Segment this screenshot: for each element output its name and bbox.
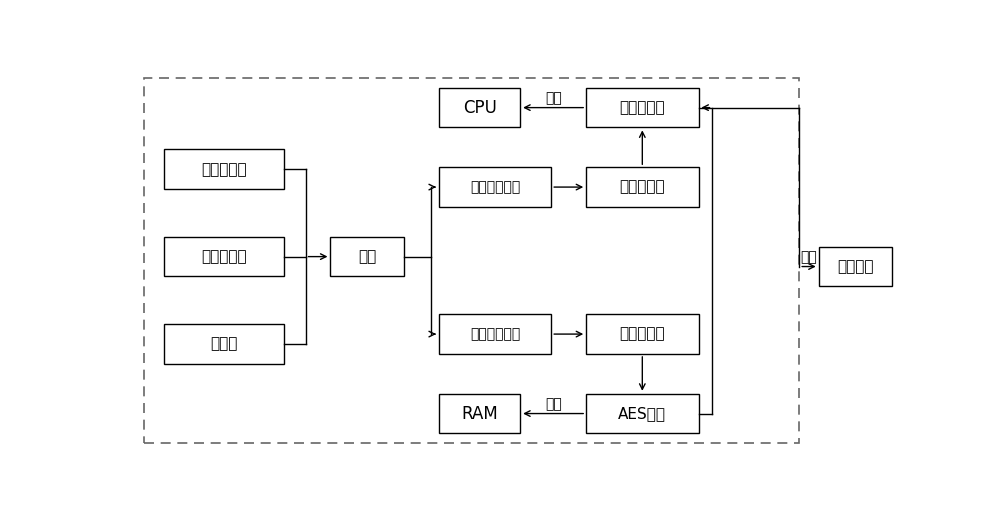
Text: 外挂闪存: 外挂闪存: [837, 259, 874, 274]
Bar: [439, 88, 520, 127]
Text: 排序: 排序: [358, 249, 376, 264]
Text: 第一哈希函数: 第一哈希函数: [470, 327, 520, 341]
Text: 加密解密器: 加密解密器: [620, 100, 665, 115]
Text: AES算法: AES算法: [618, 406, 666, 421]
Text: CPU: CPU: [463, 99, 496, 117]
Bar: [330, 237, 404, 277]
Bar: [439, 394, 520, 433]
Bar: [439, 167, 551, 207]
Bar: [164, 324, 284, 364]
Bar: [586, 394, 698, 433]
Bar: [819, 247, 892, 286]
Text: 暗码: 暗码: [801, 251, 817, 265]
Text: 唯一识别码: 唯一识别码: [201, 249, 247, 264]
Bar: [164, 237, 284, 277]
Text: 明码: 明码: [545, 92, 562, 106]
Text: 用户配置码: 用户配置码: [201, 162, 247, 176]
Text: RAM: RAM: [461, 405, 498, 423]
Text: 第一隐藏码: 第一隐藏码: [620, 327, 665, 342]
Bar: [586, 88, 698, 127]
Bar: [586, 314, 698, 354]
Text: 明码: 明码: [545, 397, 562, 412]
Bar: [586, 167, 698, 207]
Bar: [164, 149, 284, 189]
Text: 第二隐藏码: 第二隐藏码: [620, 180, 665, 195]
Text: 第二哈希函数: 第二哈希函数: [470, 180, 520, 194]
Bar: [144, 78, 799, 443]
Bar: [439, 314, 551, 354]
Text: 固定码: 固定码: [210, 336, 238, 351]
